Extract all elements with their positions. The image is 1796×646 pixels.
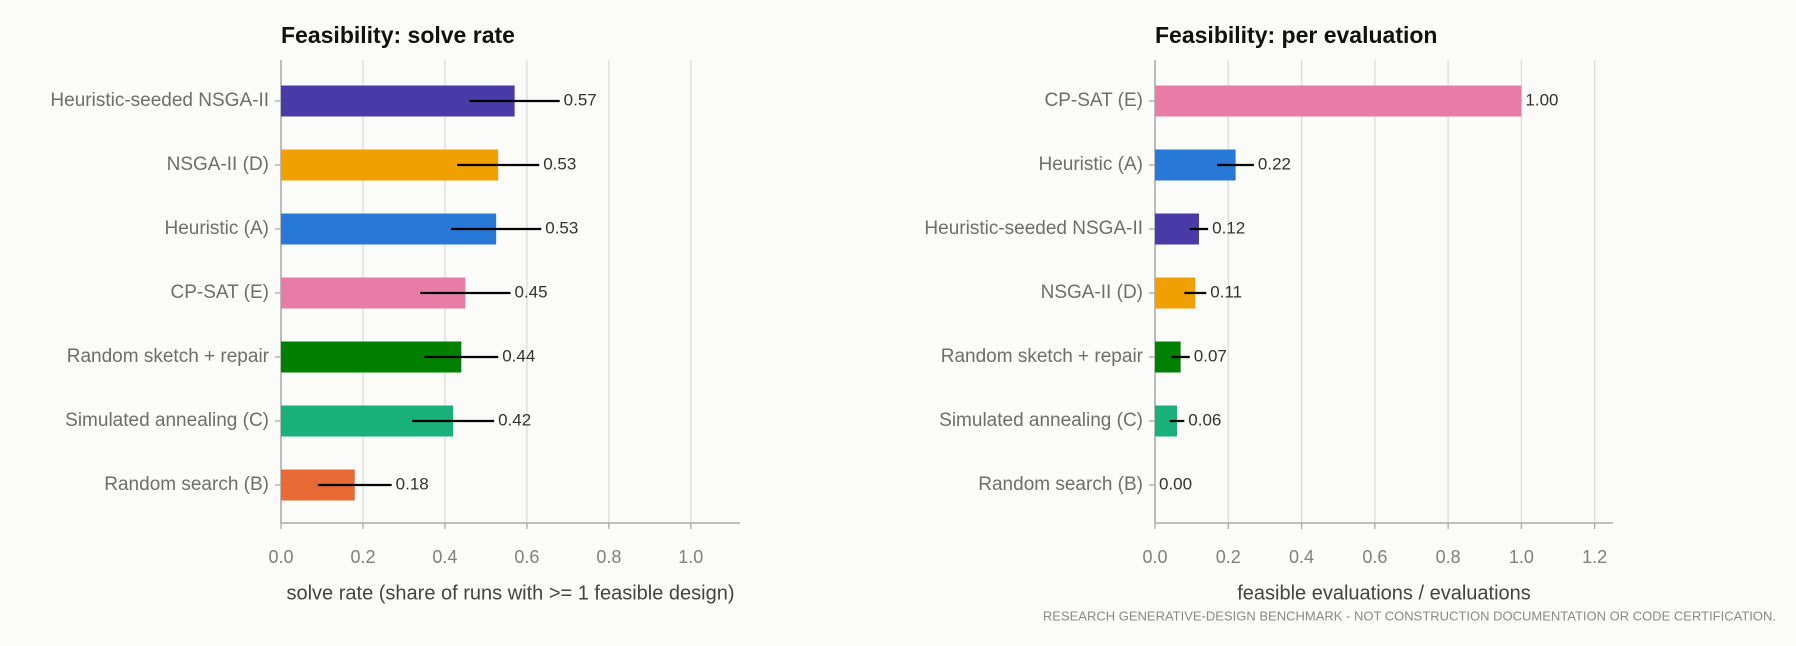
y-tick-label: Heuristic-seeded NSGA-II [924,218,1143,239]
x-tick-label: 0.2 [350,547,375,567]
y-tick-label: Random search (B) [978,474,1143,495]
x-axis-label: feasible evaluations / evaluations [1237,582,1531,604]
x-tick-label: 0.0 [1142,547,1167,567]
value-label: 0.06 [1188,410,1221,429]
x-tick-label: 1.0 [678,547,703,567]
value-label: 0.53 [545,218,578,237]
value-label: 0.18 [396,474,429,493]
value-label: 1.00 [1525,90,1558,109]
x-tick-label: 0.6 [514,547,539,567]
value-label: 0.11 [1210,282,1242,301]
x-axis-label: solve rate (share of runs with >= 1 feas… [286,582,734,604]
x-tick-label: 0.2 [1216,547,1241,567]
y-tick-label: Heuristic (A) [1038,154,1143,175]
y-tick-label: Heuristic-seeded NSGA-II [50,90,269,111]
bar [1155,405,1177,437]
value-label: 0.12 [1212,218,1245,237]
x-tick-label: 0.8 [596,547,621,567]
y-tick-label: Heuristic (A) [164,218,269,239]
y-tick-label: NSGA-II (D) [1041,282,1143,303]
x-tick-label: 0.4 [432,547,457,567]
y-tick-label: Simulated annealing (C) [65,410,269,431]
y-tick-label: Simulated annealing (C) [939,410,1143,431]
value-label: 0.07 [1194,346,1227,365]
x-tick-label: 0.6 [1362,547,1387,567]
x-tick-label: 1.2 [1582,547,1607,567]
y-tick-label: Random sketch + repair [941,346,1144,367]
value-label: 0.53 [543,154,576,173]
y-tick-label: CP-SAT (E) [170,282,269,303]
value-label: 0.22 [1258,154,1291,173]
footer: RESEARCH GENERATIVE-DESIGN BENCHMARK - N… [1043,608,1776,623]
x-tick-label: 1.0 [1509,547,1534,567]
value-label: 0.00 [1159,474,1192,493]
x-tick-label: 0.0 [268,547,293,567]
bar [1155,85,1522,117]
chart-title: Feasibility: per evaluation [1155,22,1437,48]
y-tick-label: NSGA-II (D) [167,154,269,175]
y-tick-label: Random sketch + repair [67,346,270,367]
x-tick-label: 0.4 [1289,547,1314,567]
y-tick-label: CP-SAT (E) [1044,90,1143,111]
value-label: 0.44 [502,346,535,365]
value-label: 0.45 [515,282,548,301]
value-label: 0.42 [498,410,531,429]
y-tick-label: Random search (B) [104,474,269,495]
x-tick-label: 0.8 [1436,547,1461,567]
chart-title: Feasibility: solve rate [281,22,515,48]
value-label: 0.57 [564,90,597,109]
